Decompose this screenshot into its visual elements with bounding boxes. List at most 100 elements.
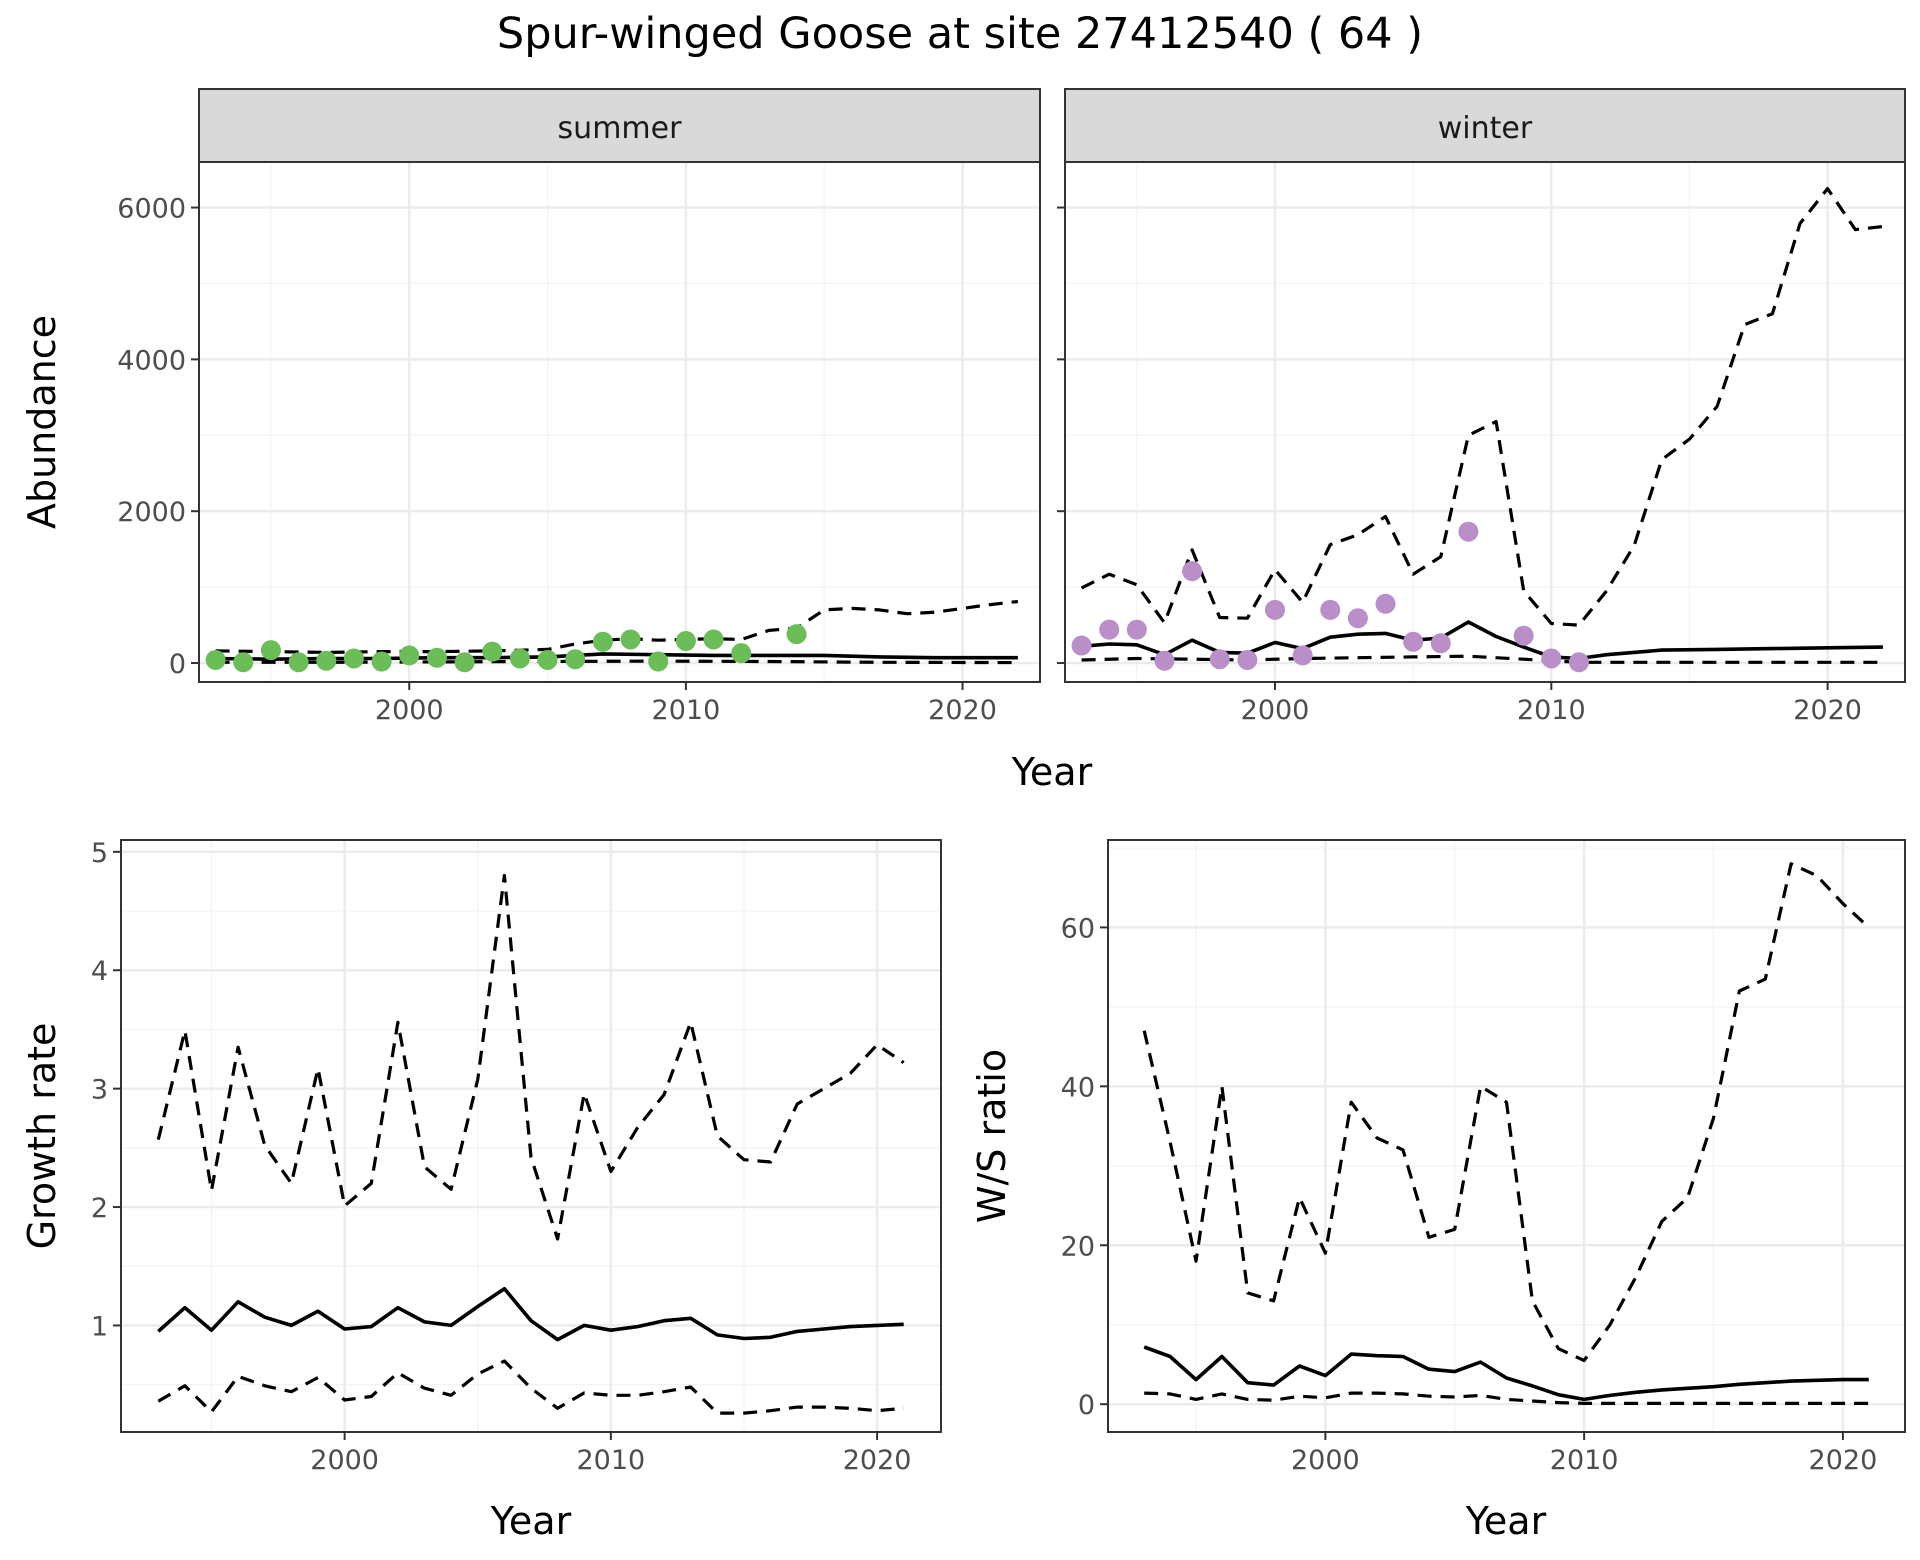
growth-x-axis-title: Year bbox=[490, 1499, 572, 1543]
observed-point bbox=[675, 631, 696, 652]
x-tick-label: 2010 bbox=[577, 1445, 646, 1476]
observed-point bbox=[260, 640, 281, 661]
observed-point bbox=[205, 649, 226, 670]
observed-point bbox=[1430, 633, 1451, 654]
plot-area-ws-ratio: 2000 2010 2020 0 20 40 60 bbox=[1061, 840, 1905, 1476]
x-tick-label: 2000 bbox=[310, 1445, 379, 1476]
plot-background bbox=[1065, 162, 1905, 682]
observed-point bbox=[1403, 631, 1424, 652]
y-tick-label: 2000 bbox=[117, 497, 186, 528]
observed-point bbox=[233, 652, 254, 673]
panel-border-winter bbox=[1064, 161, 1906, 683]
observed-point bbox=[426, 647, 447, 668]
y-tick-label: 4 bbox=[91, 956, 108, 987]
strip-label-winter: winter bbox=[1438, 111, 1533, 146]
ws-y-axis-title: W/S ratio bbox=[970, 1049, 1014, 1223]
upper-bound-line-ws-ratio bbox=[1142, 862, 1870, 1363]
observed-point bbox=[316, 650, 337, 671]
panel-ws-ratio: 2000 2010 2020 0 20 40 60 bbox=[1061, 839, 1906, 1476]
upper-bound-line-summer bbox=[215, 599, 1019, 654]
observed-point bbox=[1126, 619, 1147, 640]
observed-point bbox=[1347, 608, 1368, 629]
observed-point bbox=[592, 631, 613, 652]
x-tick-label: 2020 bbox=[928, 695, 997, 726]
y-tick-label: 20 bbox=[1061, 1231, 1095, 1262]
lower-bound-line-growth-rate bbox=[157, 1359, 904, 1415]
panel-border-growth-rate bbox=[120, 839, 942, 1433]
abundance-x-axis-title: Year bbox=[1011, 750, 1093, 794]
x-tick-label: 2000 bbox=[1291, 1445, 1360, 1476]
plot-background bbox=[121, 840, 941, 1432]
observed-point bbox=[509, 648, 530, 669]
x-tick-label: 2000 bbox=[1241, 695, 1310, 726]
plot-background bbox=[1108, 840, 1905, 1432]
y-tick-label: 40 bbox=[1061, 1072, 1095, 1103]
y-tick-label: 5 bbox=[91, 838, 108, 869]
x-tick-label: 2020 bbox=[1809, 1445, 1878, 1476]
plot-area-winter: 2000 2010 2020 bbox=[1057, 162, 1905, 726]
lower-bound-line-ws-ratio bbox=[1144, 1391, 1869, 1405]
observed-point bbox=[731, 643, 752, 664]
x-tick-label: 2010 bbox=[1517, 695, 1586, 726]
observed-point bbox=[1182, 561, 1203, 582]
ws-x-axis-title: Year bbox=[1465, 1499, 1547, 1543]
observed-point bbox=[1568, 652, 1589, 673]
figure-title: Spur-winged Goose at site 27412540 ( 64 … bbox=[497, 9, 1423, 59]
y-tick-label: 1 bbox=[91, 1311, 108, 1342]
panel-winter: winter 2000 2010 2020 bbox=[1057, 88, 1906, 726]
panel-border-ws-ratio bbox=[1107, 839, 1906, 1433]
panel-border-summer bbox=[198, 161, 1041, 683]
observed-point bbox=[371, 651, 392, 672]
lower-bound-line-summer bbox=[215, 659, 1018, 665]
estimate-line-ws-ratio bbox=[1143, 1345, 1869, 1402]
observed-point bbox=[1292, 645, 1313, 666]
strip-summer bbox=[198, 88, 1041, 163]
observed-point bbox=[786, 624, 807, 645]
observed-point bbox=[648, 651, 669, 672]
upper-bound-line-growth-rate bbox=[156, 873, 905, 1241]
y-tick-label: 6000 bbox=[117, 194, 186, 225]
observed-point bbox=[620, 629, 641, 650]
observed-point bbox=[1458, 521, 1479, 542]
upper-bound-line-winter bbox=[1080, 187, 1884, 627]
lower-bound-line-winter bbox=[1081, 654, 1883, 664]
observed-point bbox=[1099, 619, 1120, 640]
y-tick-label: 0 bbox=[1078, 1390, 1095, 1421]
observed-point bbox=[1375, 593, 1396, 614]
y-tick-label: 0 bbox=[169, 649, 186, 680]
observed-point bbox=[343, 648, 364, 669]
observed-point bbox=[399, 645, 420, 666]
observed-point bbox=[454, 652, 475, 673]
abundance-y-axis-title: Abundance bbox=[20, 315, 64, 529]
observed-point bbox=[1265, 599, 1285, 620]
observed-point bbox=[1071, 635, 1092, 656]
plot-background bbox=[199, 162, 1040, 682]
y-tick-label: 4000 bbox=[117, 345, 186, 376]
observed-point bbox=[1320, 599, 1341, 620]
plot-area-summer: 2000 2010 2020 0 2000 4000 6000 bbox=[117, 162, 1040, 726]
x-tick-label: 2010 bbox=[1550, 1445, 1619, 1476]
y-tick-label: 60 bbox=[1061, 913, 1095, 944]
observed-point bbox=[1154, 650, 1175, 671]
x-tick-label: 2020 bbox=[843, 1445, 912, 1476]
x-tick-label: 2010 bbox=[652, 695, 721, 726]
x-tick-label: 2020 bbox=[1793, 695, 1862, 726]
observed-point bbox=[482, 641, 503, 662]
panel-growth-rate: 2000 2010 2020 1 2 3 4 5 bbox=[91, 838, 942, 1476]
observed-point bbox=[703, 629, 724, 650]
y-tick-label: 3 bbox=[91, 1075, 108, 1106]
x-tick-label: 2000 bbox=[375, 695, 444, 726]
observed-point bbox=[1513, 625, 1534, 646]
growth-y-axis-title: Growth rate bbox=[20, 1023, 64, 1250]
panel-summer: summer 2000 2010 2020 0 2000 4000 6000 bbox=[117, 88, 1041, 726]
plot-area-growth-rate: 2000 2010 2020 1 2 3 4 5 bbox=[91, 838, 941, 1476]
estimate-line-growth-rate bbox=[157, 1286, 904, 1342]
strip-winter bbox=[1064, 88, 1906, 163]
observed-point bbox=[537, 649, 558, 670]
observed-point bbox=[1209, 649, 1230, 670]
strip-label-summer: summer bbox=[558, 111, 683, 146]
observed-point bbox=[565, 649, 586, 670]
observed-point bbox=[288, 652, 309, 673]
observed-point bbox=[1237, 649, 1258, 670]
